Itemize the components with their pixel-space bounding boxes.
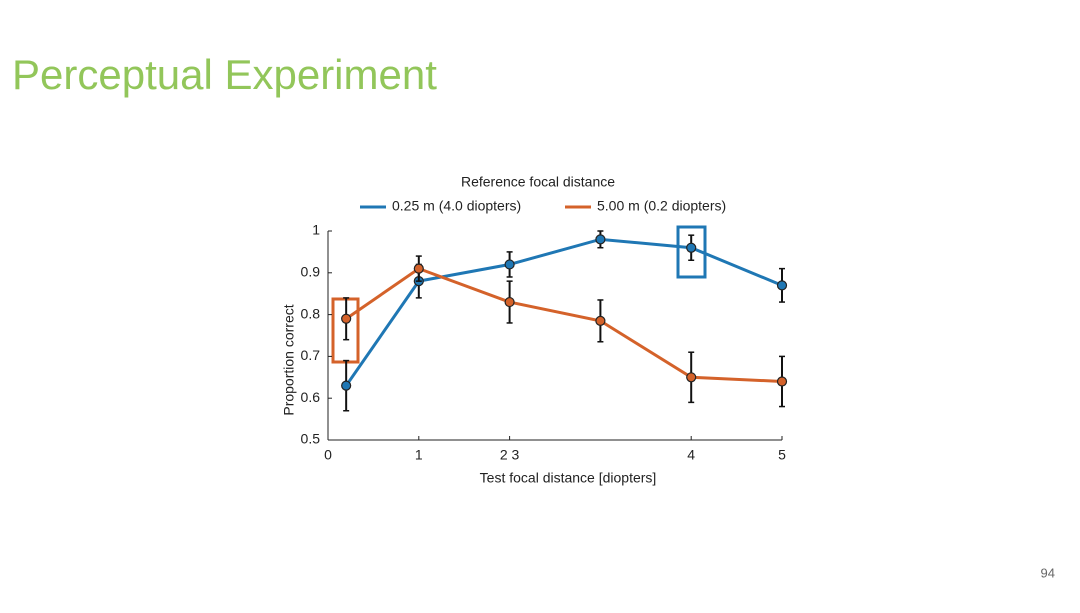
y-tick-label: 0.9: [301, 264, 321, 280]
series-line: [344, 237, 783, 387]
data-point: [413, 263, 424, 274]
data-point: [504, 259, 515, 270]
x-axis-label: Test focal distance [diopters]: [480, 470, 657, 486]
y-tick-label: 0.7: [301, 347, 321, 363]
data-point: [686, 372, 697, 383]
data-point: [776, 280, 788, 291]
data-point: [504, 296, 515, 308]
series-line: [345, 266, 783, 383]
data-point: [776, 376, 788, 387]
legend-title: Reference focal distance: [461, 174, 615, 190]
legend-label: 0.25 m (4.0 diopters): [392, 198, 521, 214]
data-point: [341, 313, 352, 324]
data-point: [595, 234, 606, 245]
x-tick-label: 2 3: [500, 447, 520, 463]
slide-title: Perceptual Experiment: [12, 51, 437, 98]
y-tick-label: 1: [312, 222, 320, 238]
data-point: [595, 315, 606, 326]
x-tick-label: 4: [687, 447, 695, 463]
x-tick-label: 5: [778, 447, 786, 463]
y-axis-label: Proportion correct: [281, 304, 297, 415]
x-tick-label: 0: [324, 447, 332, 463]
data-point: [341, 380, 352, 391]
x-tick-label: 1: [415, 447, 423, 463]
page-number: 94: [1041, 565, 1055, 580]
y-tick-label: 0.8: [301, 305, 321, 321]
y-tick-label: 0.6: [301, 389, 321, 405]
legend-label: 5.00 m (0.2 diopters): [597, 198, 726, 214]
data-point: [686, 242, 697, 253]
y-tick-label: 0.5: [301, 431, 321, 447]
